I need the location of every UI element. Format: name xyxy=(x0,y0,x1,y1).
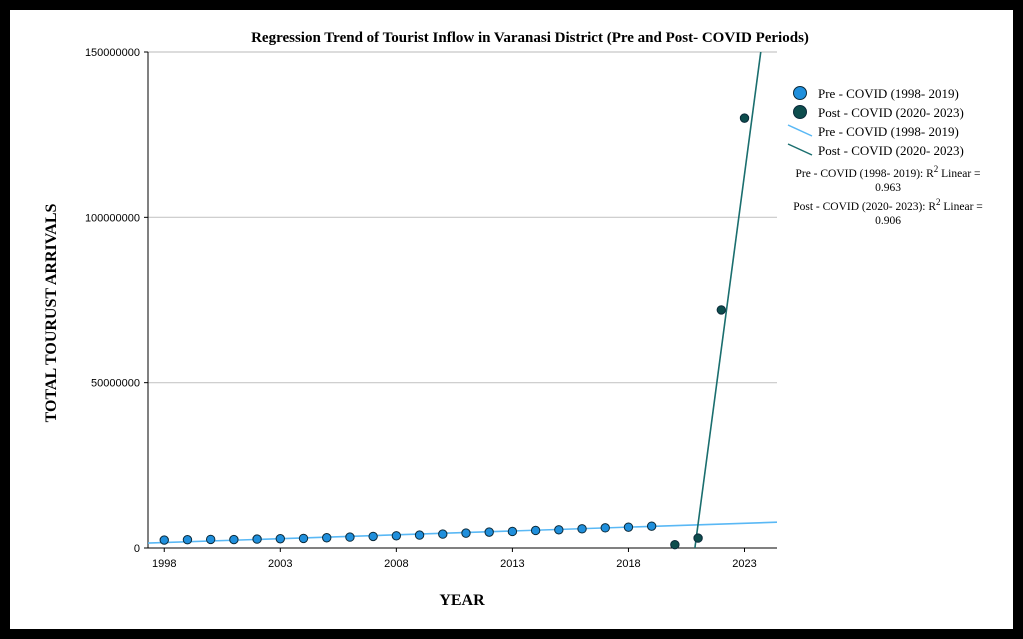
data-point xyxy=(252,534,262,544)
legend-label: Pre - COVID (1998- 2019) xyxy=(818,124,959,139)
r2-value: 0.963 xyxy=(875,182,901,194)
r2-value: 0.906 xyxy=(875,215,901,227)
data-point xyxy=(693,533,703,543)
data-point xyxy=(298,533,309,544)
data-point xyxy=(322,533,332,543)
data-point xyxy=(229,534,239,545)
legend-label: Post - COVID (2020- 2023) xyxy=(818,105,964,120)
data-point xyxy=(577,524,587,534)
y-tick-label: 0 xyxy=(134,543,140,555)
data-point xyxy=(414,530,425,540)
data-point xyxy=(484,527,494,537)
data-point xyxy=(275,534,285,544)
x-tick-label: 2023 xyxy=(732,558,756,570)
legend-label: Pre - COVID (1998- 2019) xyxy=(818,86,959,101)
data-point xyxy=(507,526,518,537)
chart-frame: Regression Trend of Tourist Inflow in Va… xyxy=(10,10,1013,629)
data-point xyxy=(461,528,471,538)
data-point xyxy=(623,522,634,532)
y-tick-label: 150000000 xyxy=(85,47,140,59)
data-points xyxy=(159,113,750,550)
chart-svg: Regression Trend of Tourist Inflow in Va… xyxy=(43,30,983,609)
data-point xyxy=(438,529,448,539)
chart-title: Regression Trend of Tourist Inflow in Va… xyxy=(251,30,809,46)
data-point xyxy=(554,525,564,535)
legend-marker xyxy=(793,105,807,119)
data-point xyxy=(391,531,402,541)
x-tick-label: 1998 xyxy=(152,558,176,570)
legend-marker xyxy=(793,86,807,100)
grid-lines xyxy=(148,51,777,384)
data-point xyxy=(182,535,193,545)
data-point xyxy=(646,521,657,531)
y-axis-title: TOTAL TOURUST ARRIVALS xyxy=(43,204,60,423)
x-axis-title: YEAR xyxy=(439,592,485,609)
legend-line xyxy=(787,143,813,156)
data-point xyxy=(205,534,216,545)
legend: Pre - COVID (1998- 2019) Post - COVID (20… xyxy=(787,86,964,158)
y-tick-label: 100000000 xyxy=(85,212,140,224)
r2-label: Post - COVID (2020- 2023): R2 Linear = xyxy=(793,197,983,213)
legend-line xyxy=(787,124,813,137)
tick-labels: 0 50000000 100000000 150000000 1998 2003 2008 2… xyxy=(85,47,757,570)
legend-label: Post - COVID (2020- 2023) xyxy=(818,143,964,158)
r2-annotations: Pre - COVID (1998- 2019): R2 Linear = 0.9… xyxy=(793,164,983,227)
data-point xyxy=(159,535,169,545)
data-point xyxy=(600,523,610,533)
x-tick-label: 2013 xyxy=(500,558,524,570)
y-tick-label: 50000000 xyxy=(91,378,140,390)
data-point xyxy=(739,113,750,123)
data-point xyxy=(530,525,541,536)
x-tick-label: 2003 xyxy=(268,558,292,570)
axes xyxy=(144,51,777,552)
data-point xyxy=(716,305,726,315)
x-tick-label: 2018 xyxy=(616,558,640,570)
x-tick-label: 2008 xyxy=(384,558,408,570)
data-point xyxy=(670,539,680,550)
r2-label: Pre - COVID (1998- 2019): R2 Linear = xyxy=(795,164,980,180)
data-point xyxy=(368,531,378,542)
data-point xyxy=(345,532,355,542)
